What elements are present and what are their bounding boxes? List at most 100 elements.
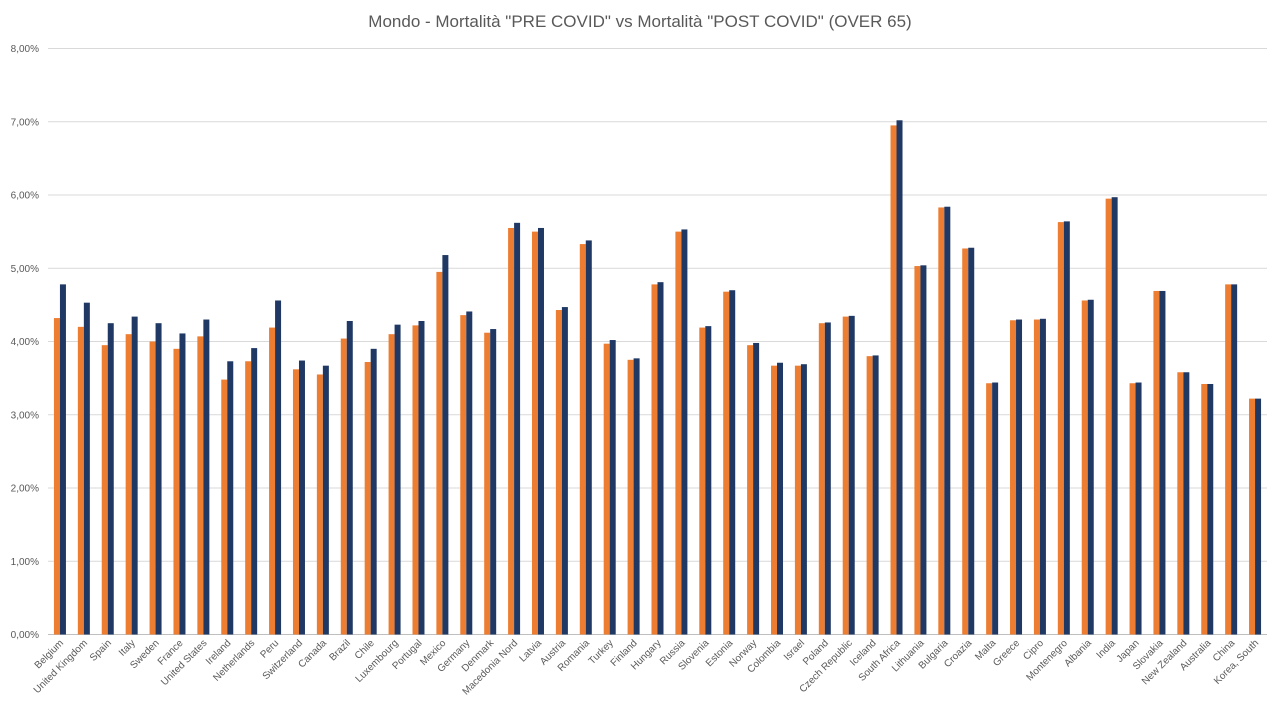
bar-pre-covid <box>890 125 897 635</box>
bar-pre-covid <box>986 383 993 635</box>
bar-post-covid <box>1135 382 1142 635</box>
bar-pre-covid <box>866 356 873 635</box>
x-tick-label: Albania <box>1062 638 1094 670</box>
bar-pre-covid <box>53 318 60 635</box>
bar-post-covid <box>394 324 401 635</box>
bar-pre-covid <box>675 231 682 635</box>
x-tick-label: Brazil <box>327 638 352 663</box>
bar-pre-covid <box>747 345 754 635</box>
bar-pre-covid <box>962 248 969 635</box>
bar-pre-covid <box>245 361 252 635</box>
bar-post-covid <box>83 302 90 635</box>
bar-pre-covid <box>579 244 586 635</box>
y-tick-label: 0,00% <box>11 630 39 641</box>
bar-pre-covid <box>1010 320 1017 635</box>
bar-post-covid <box>1039 318 1046 635</box>
bar-pre-covid <box>292 369 299 635</box>
bar-pre-covid <box>221 379 228 635</box>
bar-post-covid <box>1231 284 1238 635</box>
bar-pre-covid <box>723 291 730 635</box>
bar-post-covid <box>466 311 473 635</box>
bar-post-covid <box>561 307 568 635</box>
bar-pre-covid <box>1201 383 1208 635</box>
bar-post-covid <box>944 206 951 635</box>
bar-pre-covid <box>1225 284 1232 635</box>
bar-pre-covid <box>627 359 634 635</box>
bar-pre-covid <box>794 365 801 635</box>
bar-pre-covid <box>77 326 84 635</box>
bars <box>53 120 1262 635</box>
bar-pre-covid <box>197 336 204 635</box>
bar-post-covid <box>298 360 305 635</box>
bar-pre-covid <box>340 338 347 635</box>
bar-post-covid <box>992 382 999 635</box>
bar-pre-covid <box>173 348 180 635</box>
bar-post-covid <box>1087 299 1094 635</box>
bar-pre-covid <box>484 332 491 635</box>
bar-pre-covid <box>101 345 108 635</box>
bar-post-covid <box>609 340 616 635</box>
bar-pre-covid <box>388 334 395 635</box>
bar-pre-covid <box>1057 222 1064 635</box>
bar-post-covid <box>968 247 975 635</box>
bar-post-covid <box>920 265 927 635</box>
bar-post-covid <box>155 323 162 635</box>
bar-post-covid <box>729 290 736 635</box>
bar-post-covid <box>275 300 282 635</box>
bar-post-covid <box>251 348 258 635</box>
bar-post-covid <box>537 227 544 635</box>
y-tick-label: 1,00% <box>11 557 39 568</box>
y-tick-label: 5,00% <box>11 264 39 275</box>
bar-pre-covid <box>1249 398 1256 635</box>
bar-pre-covid <box>603 343 610 635</box>
bar-pre-covid <box>364 362 371 635</box>
bar-post-covid <box>346 320 353 635</box>
x-tick-label: Italy <box>117 638 138 659</box>
bar-post-covid <box>107 323 114 635</box>
bar-post-covid <box>657 282 664 635</box>
bar-post-covid <box>370 348 377 635</box>
bar-pre-covid <box>1081 300 1088 635</box>
bar-post-covid <box>322 365 329 635</box>
bar-post-covid <box>1183 372 1190 635</box>
bar-pre-covid <box>651 284 658 635</box>
bar-pre-covid <box>1153 290 1160 635</box>
x-tick-label: Greece <box>991 638 1022 669</box>
y-axis-ticks: 0,00% 1,00% 2,00% 3,00% 4,00% 5,00% 6,00% 7,00%… <box>11 44 39 641</box>
x-tick-label: Spain <box>88 638 114 664</box>
y-tick-label: 3,00% <box>11 410 39 421</box>
bar-pre-covid <box>125 334 132 635</box>
bar-post-covid <box>490 329 497 635</box>
bar-post-covid <box>753 342 760 635</box>
bar-post-covid <box>1159 290 1166 635</box>
y-tick-label: 2,00% <box>11 484 39 495</box>
bar-pre-covid <box>914 266 921 635</box>
bar-pre-covid <box>1033 319 1040 635</box>
bar-pre-covid <box>460 315 467 635</box>
y-tick-label: 7,00% <box>11 117 39 128</box>
bar-pre-covid <box>771 365 778 635</box>
bar-post-covid <box>1063 221 1070 635</box>
bar-post-covid <box>848 315 855 635</box>
bar-post-covid <box>1207 383 1214 635</box>
bar-pre-covid <box>555 310 562 635</box>
bar-pre-covid <box>149 341 156 635</box>
bar-post-covid <box>681 229 688 635</box>
bar-post-covid <box>418 320 425 635</box>
bar-post-covid <box>59 284 66 635</box>
bar-post-covid <box>131 316 138 635</box>
bar-post-covid <box>179 333 186 635</box>
bar-post-covid <box>872 355 879 635</box>
bar-post-covid <box>227 361 234 635</box>
bar-pre-covid <box>412 325 419 635</box>
bar-pre-covid <box>842 316 849 635</box>
bar-post-covid <box>705 326 712 635</box>
bar-pre-covid <box>269 327 276 635</box>
y-tick-label: 4,00% <box>11 337 39 348</box>
y-tick-label: 6,00% <box>11 191 39 202</box>
bar-pre-covid <box>508 227 515 635</box>
bar-post-covid <box>1255 398 1262 635</box>
